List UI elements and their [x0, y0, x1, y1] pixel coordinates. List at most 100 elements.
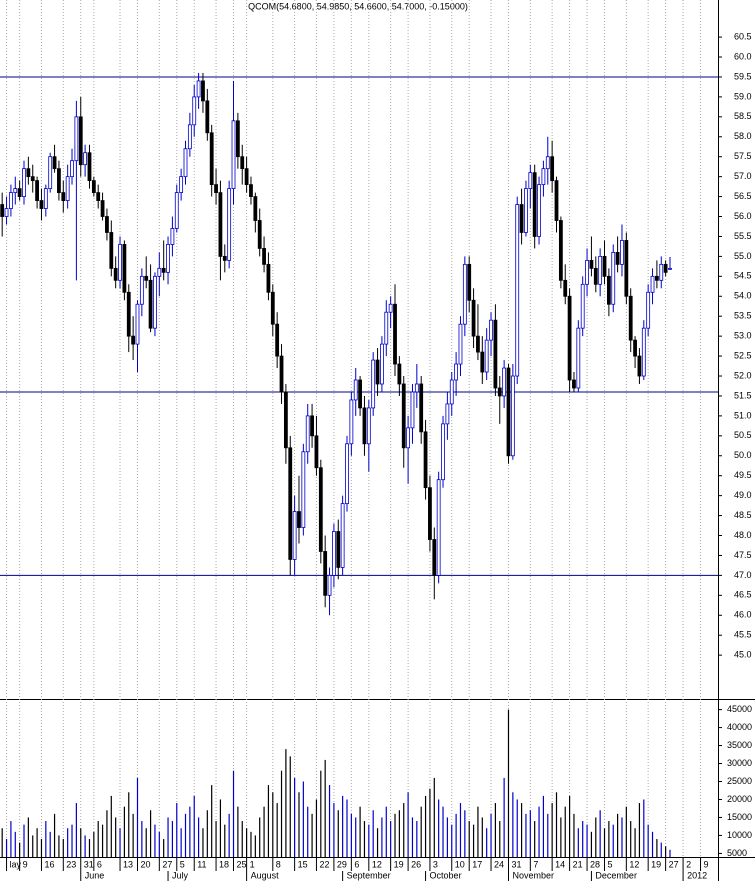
y-tick-label: 59.5: [734, 71, 752, 81]
candle-body: [205, 100, 210, 134]
y-tick-label: 53.5: [734, 311, 752, 321]
candle-body: [17, 188, 22, 197]
candle-body: [4, 208, 9, 217]
candle-body: [109, 232, 114, 269]
candle-body: [515, 204, 520, 377]
volume-tick-label: 40000: [727, 722, 752, 732]
candle-body: [484, 339, 489, 373]
candle-body: [480, 351, 485, 373]
candle-body: [266, 263, 271, 293]
y-tick-label: 45.5: [734, 630, 752, 640]
y-tick-label: 50.5: [734, 430, 752, 440]
candle-body: [659, 263, 664, 281]
x-tick-label: 16: [44, 859, 54, 869]
candle-body: [253, 196, 258, 221]
x-tick-label: 19: [651, 859, 661, 869]
candle-body: [187, 124, 192, 150]
y-tick-label: 56.0: [734, 211, 752, 221]
candle-body: [214, 184, 218, 193]
y-tick-label: 47.0: [734, 570, 752, 580]
candle-body: [201, 80, 205, 102]
month-label: August: [251, 870, 280, 880]
candle-body: [628, 295, 633, 341]
y-tick-label: 55.5: [734, 231, 752, 241]
month-label: October: [430, 870, 462, 880]
candle-body: [380, 343, 384, 385]
y-tick-label: 46.0: [734, 610, 752, 620]
candle-body: [558, 220, 563, 281]
candle-body: [502, 367, 507, 397]
candle-body: [554, 180, 559, 221]
candle-body: [270, 291, 275, 325]
candle-body: [279, 355, 284, 393]
candle-body: [314, 435, 319, 469]
candle-body: [166, 244, 170, 273]
candle-body: [445, 403, 450, 425]
x-tick-label: 12: [629, 859, 639, 869]
candle-body: [532, 172, 537, 237]
candle-body: [467, 263, 472, 301]
candle-body: [96, 192, 101, 201]
candle-body: [606, 275, 611, 305]
candle-body: [323, 551, 328, 596]
volume-tick-label: 35000: [727, 740, 752, 750]
x-tick-label: 11: [197, 859, 206, 869]
y-tick-label: 52.0: [734, 370, 752, 380]
candle-body: [179, 176, 184, 193]
candle-body: [506, 367, 511, 457]
y-tick-label: 48.5: [734, 510, 752, 520]
candle-body: [419, 383, 424, 433]
candle-body: [227, 188, 232, 261]
volume-tick-label: 30000: [727, 758, 752, 768]
candle-body: [345, 443, 349, 505]
candle-body: [183, 148, 188, 178]
volume-tick-label: 15000: [727, 812, 752, 822]
month-label: December: [595, 870, 637, 880]
candle-body: [593, 267, 598, 285]
y-tick-label: 53.0: [734, 331, 752, 341]
y-tick-label: 48.0: [734, 530, 752, 540]
candle-body: [602, 255, 607, 277]
candle-body: [196, 80, 201, 98]
candle-body: [624, 240, 629, 297]
y-tick-label: 59.0: [734, 91, 752, 101]
x-tick-label: 15: [298, 859, 308, 869]
x-tick-label: 28: [590, 859, 600, 869]
candle-body: [118, 244, 122, 281]
candle-body: [620, 240, 624, 265]
x-tick-label: 26: [411, 859, 421, 869]
candle-body: [9, 192, 13, 209]
candle-body: [87, 152, 92, 182]
candle-body: [598, 255, 603, 285]
x-tick-label: 2: [686, 859, 691, 869]
candle-body: [22, 168, 26, 197]
volume-tick-label: 25000: [727, 776, 752, 786]
x-tick-label: 14: [555, 859, 565, 869]
candle-body: [384, 311, 389, 345]
candle-body: [441, 423, 445, 481]
candle-body: [410, 391, 415, 429]
candle-body: [585, 259, 589, 285]
candle-body: [257, 220, 262, 249]
candle-body: [153, 275, 157, 329]
candle-body: [393, 303, 397, 365]
x-tick-label: 6: [354, 859, 359, 869]
candle-body: [78, 116, 83, 166]
candle-body: [305, 415, 310, 453]
candle-body: [231, 120, 236, 190]
candle-body: [510, 375, 515, 457]
y-tick-label: 60.0: [734, 51, 752, 61]
candle-body: [244, 168, 249, 186]
candle-body: [497, 387, 502, 397]
x-tick-label: 21: [573, 859, 583, 869]
x-tick-label: lay: [10, 859, 22, 869]
y-tick-label: 55.0: [734, 251, 752, 261]
candle-body: [633, 339, 637, 357]
candle-body: [545, 156, 550, 170]
y-tick-label: 54.0: [734, 291, 752, 301]
x-tick-label: 10: [455, 859, 465, 869]
candle-body: [113, 267, 118, 281]
x-tick-label: 9: [704, 859, 709, 869]
candle-body: [318, 467, 323, 552]
candle-body: [144, 275, 149, 281]
